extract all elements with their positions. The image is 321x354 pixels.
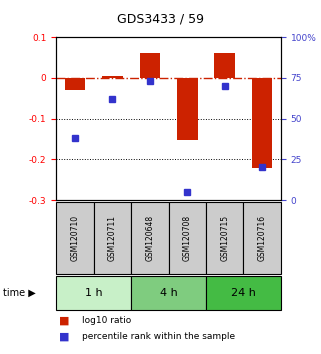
Text: GSM120711: GSM120711 [108, 215, 117, 261]
Text: GSM120708: GSM120708 [183, 215, 192, 261]
Text: GSM120710: GSM120710 [70, 215, 79, 261]
Bar [140, 53, 160, 78]
Text: 24 h: 24 h [231, 288, 256, 298]
Text: GSM120716: GSM120716 [258, 215, 267, 261]
Text: ■: ■ [59, 331, 70, 341]
Text: log10 ratio: log10 ratio [82, 316, 131, 325]
Bar [102, 76, 123, 78]
Bar [252, 78, 273, 168]
Text: time ▶: time ▶ [3, 288, 36, 298]
Bar [177, 78, 197, 140]
Text: GDS3433 / 59: GDS3433 / 59 [117, 12, 204, 25]
Text: ■: ■ [59, 315, 70, 325]
Text: percentile rank within the sample: percentile rank within the sample [82, 332, 235, 341]
Text: 4 h: 4 h [160, 288, 178, 298]
Text: 1 h: 1 h [85, 288, 102, 298]
Text: GSM120648: GSM120648 [145, 215, 154, 261]
Bar [214, 53, 235, 78]
Bar [65, 78, 85, 90]
Text: GSM120715: GSM120715 [220, 215, 229, 261]
